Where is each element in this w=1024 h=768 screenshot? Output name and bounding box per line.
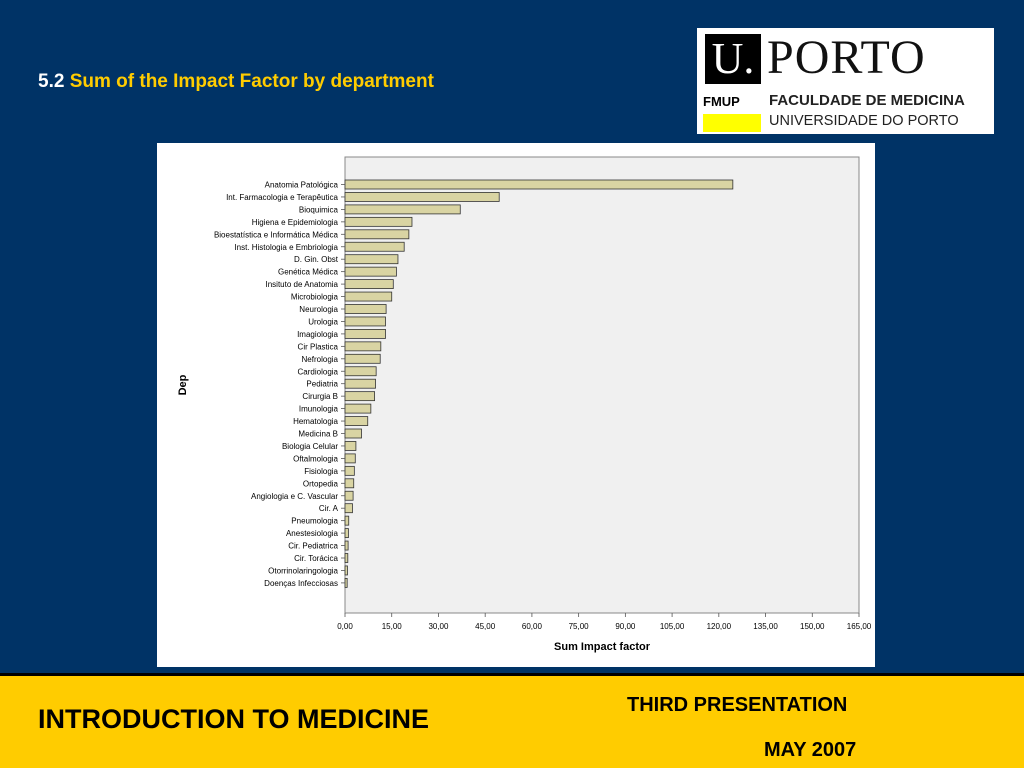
category-label: Anatomia Patológica xyxy=(265,181,339,190)
bar xyxy=(344,540,349,551)
bar xyxy=(344,515,350,526)
bar xyxy=(344,465,355,476)
category-label: Cirurgia B xyxy=(302,392,338,401)
category-label: Cardiologia xyxy=(298,367,339,376)
logo-u-mark: U. xyxy=(705,34,761,84)
x-tick-label: 15,00 xyxy=(382,622,403,631)
category-label: Imunologia xyxy=(299,405,339,414)
category-label: Angiologia e C. Vascular xyxy=(251,492,338,501)
bar xyxy=(344,316,386,327)
footer-band: INTRODUCTION TO MEDICINE THIRD PRESENTAT… xyxy=(0,673,1024,768)
title-number: 5.2 xyxy=(38,71,65,92)
bar xyxy=(344,553,349,563)
bar xyxy=(344,565,348,576)
category-label: Otorrinolaringologia xyxy=(268,566,338,575)
presentation-label: THIRD PRESENTATION xyxy=(627,694,848,716)
x-tick-label: 120,00 xyxy=(707,622,732,631)
bar xyxy=(344,179,734,190)
category-label: Insituto de Anatomia xyxy=(266,280,339,289)
category-label: Pediatria xyxy=(306,380,338,389)
bar xyxy=(344,291,393,302)
x-tick-label: 105,00 xyxy=(660,622,685,631)
x-tick-label: 60,00 xyxy=(522,622,543,631)
bar xyxy=(344,353,381,364)
category-label: Cir. Pediatrica xyxy=(288,542,338,551)
category-label: Int. Farmacologia e Terapêutica xyxy=(226,193,338,202)
bar xyxy=(344,254,399,265)
bar xyxy=(344,378,376,389)
category-label: Cir. Torácica xyxy=(294,554,338,563)
uporto-logo: U. PORTO FMUP FACULDADE DE MEDICINA UNIV… xyxy=(697,28,994,134)
bar xyxy=(344,403,372,414)
logo-yellow-bar xyxy=(703,114,761,132)
course-title: INTRODUCTION TO MEDICINE xyxy=(38,704,429,734)
bar xyxy=(344,204,461,215)
category-label: Imagiologia xyxy=(297,330,338,339)
bar xyxy=(344,229,410,240)
bar xyxy=(344,441,357,451)
x-tick-label: 150,00 xyxy=(800,622,825,631)
category-label: Cir. A xyxy=(319,504,339,513)
category-label: Doenças Infecciosas xyxy=(264,579,338,588)
category-label: Anestesiologia xyxy=(286,529,339,538)
bar xyxy=(344,478,355,489)
content-area: 5.2 Sum of the Impact Factor by departme… xyxy=(38,28,994,667)
bar xyxy=(344,416,369,426)
category-label: Biologia Celular xyxy=(282,442,338,451)
bar xyxy=(344,192,500,202)
category-label: Bioquimica xyxy=(299,205,339,214)
category-label: Ortopedia xyxy=(303,479,339,488)
x-tick-label: 0,00 xyxy=(337,622,353,631)
category-label: Urologia xyxy=(308,317,338,326)
title-text: Sum of the Impact Factor by department xyxy=(69,71,434,92)
bar xyxy=(344,328,386,339)
category-label: Microbiologia xyxy=(291,293,339,302)
plot-area xyxy=(344,156,860,614)
category-label: Higiena e Epidemiologia xyxy=(252,218,339,227)
x-tick-label: 165,00 xyxy=(847,622,872,631)
slide-title: 5.2 Sum of the Impact Factor by departme… xyxy=(38,71,434,93)
bar xyxy=(344,366,377,377)
category-label: Oftalmologia xyxy=(293,454,338,463)
logo-porto-text: PORTO xyxy=(767,31,926,84)
bar xyxy=(344,241,405,252)
y-axis-title: Dep xyxy=(177,374,189,395)
bar xyxy=(344,279,394,290)
category-label: D. Gin. Obst xyxy=(294,255,339,264)
category-label: Genética Médica xyxy=(278,268,339,277)
category-label: Medicina B xyxy=(298,430,338,439)
bar xyxy=(344,304,387,314)
category-label: Bioestatística e Informática Médica xyxy=(214,230,339,239)
bar xyxy=(344,453,356,464)
bar xyxy=(344,391,375,402)
category-label: Fisiologia xyxy=(304,467,338,476)
bar xyxy=(344,528,349,539)
logo-fmup: FMUP xyxy=(703,94,740,109)
bar xyxy=(344,490,354,501)
chart-panel: Anatomia Patológica Int. Farmacologia e T… xyxy=(157,143,875,667)
bar xyxy=(344,428,362,439)
bar xyxy=(344,266,397,277)
category-label: Pneumologia xyxy=(291,517,338,526)
category-label: Hematologia xyxy=(293,417,338,426)
bar xyxy=(344,341,382,352)
x-tick-label: 90,00 xyxy=(615,622,636,631)
bar xyxy=(344,503,353,514)
category-label: Nefrologia xyxy=(302,355,339,364)
category-label: Neurologia xyxy=(299,305,338,314)
logo-university-line: UNIVERSIDADE DO PORTO xyxy=(769,113,959,129)
x-axis-title: Sum Impact factor xyxy=(554,641,651,653)
logo-faculty-line: FACULDADE DE MEDICINA xyxy=(769,92,965,109)
bar xyxy=(344,216,413,227)
category-label: Cir Plastica xyxy=(298,342,339,351)
presentation-date: MAY 2007 xyxy=(764,739,857,761)
x-tick-label: 135,00 xyxy=(753,622,778,631)
bar xyxy=(344,577,348,588)
category-label: Inst. Histologia e Embriologia xyxy=(234,243,338,252)
impact-factor-bar-chart: Anatomia Patológica Int. Farmacologia e T… xyxy=(177,156,872,653)
x-tick-label: 45,00 xyxy=(475,622,496,631)
x-tick-label: 75,00 xyxy=(569,622,590,631)
x-tick-label: 30,00 xyxy=(428,622,449,631)
